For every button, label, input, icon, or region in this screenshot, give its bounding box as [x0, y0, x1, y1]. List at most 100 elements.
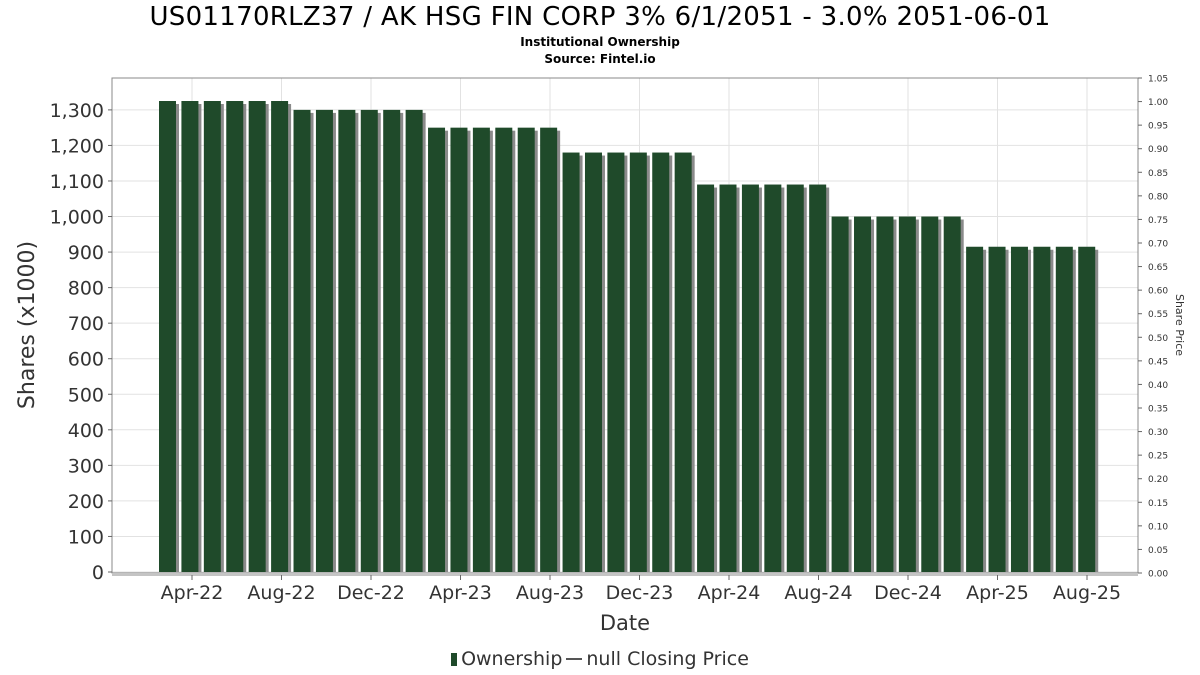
chart-source: Source: Fintel.io	[544, 52, 656, 66]
y2-tick-label: 0.30	[1148, 428, 1168, 438]
y-tick-label: 600	[68, 349, 104, 371]
ownership-bar	[652, 152, 670, 572]
ownership-bar	[921, 216, 939, 572]
ownership-bar	[854, 216, 872, 572]
ownership-bar	[540, 127, 558, 573]
y2-tick-label: 0.65	[1148, 263, 1168, 273]
ownership-bar	[697, 184, 715, 573]
ownership-legend-swatch	[451, 653, 458, 666]
y-tick-label: 1,000	[50, 207, 104, 229]
ownership-bar	[383, 109, 401, 573]
x-tick-label: Dec-23	[606, 582, 674, 604]
y-axis-label: Shares (x1000)	[15, 241, 40, 409]
ownership-bar	[898, 216, 916, 572]
ownership-bar	[248, 101, 266, 572]
y2-tick-label: 0.95	[1148, 122, 1168, 132]
x-tick-label: Aug-24	[784, 582, 852, 604]
ownership-bar	[360, 109, 378, 573]
y-tick-label: 800	[68, 278, 104, 300]
y2-tick-label: 0.00	[1148, 570, 1168, 580]
x-tick-label: Apr-24	[698, 582, 761, 604]
x-tick-label: Apr-25	[966, 582, 1029, 604]
y-tick-label: 1,200	[50, 135, 104, 157]
y2-tick-label: 0.85	[1148, 169, 1168, 179]
ownership-bar	[517, 127, 535, 573]
y2-axis-label: Share Price	[1173, 294, 1186, 356]
ownership-bar	[786, 184, 804, 573]
ownership-bar	[472, 127, 490, 573]
y2-tick-label: 0.45	[1148, 357, 1168, 367]
y2-tick-label: 0.05	[1148, 546, 1168, 556]
y2-tick-label: 0.15	[1148, 499, 1168, 509]
ownership-bar	[1078, 246, 1096, 572]
ownership-bar	[226, 101, 244, 572]
ownership-bar	[181, 101, 199, 572]
x-tick-label: Aug-22	[247, 582, 315, 604]
x-axis: Apr-22 Aug-22 Dec-22 Apr-23 Aug-23 Dec-23 Apr-…	[112, 574, 1138, 604]
y-tick-label: 500	[68, 384, 104, 406]
ownership-bar	[428, 127, 446, 573]
x-tick-label: Dec-24	[874, 582, 942, 604]
ownership-bar	[607, 152, 625, 572]
ownership-bar	[943, 216, 961, 572]
x-tick-label: Aug-23	[516, 582, 584, 604]
y2-tick-label: 0.80	[1148, 192, 1168, 202]
y-tick-label: 700	[68, 313, 104, 335]
ownership-bar	[271, 101, 289, 572]
ownership-bar	[1055, 246, 1073, 572]
y2-tick-label: 0.10	[1148, 522, 1168, 532]
y2-tick-label: 0.70	[1148, 240, 1168, 250]
ownership-bar	[831, 216, 849, 572]
y2-tick-label: 0.55	[1148, 310, 1168, 320]
ownership-bar	[876, 216, 894, 572]
y2-tick-label: 0.20	[1148, 475, 1168, 485]
price-legend-label: null Closing Price	[586, 648, 749, 670]
y-tick-label: 400	[68, 420, 104, 442]
y-tick-label: 300	[68, 455, 104, 477]
ownership-bar	[629, 152, 647, 572]
ownership-bar	[450, 127, 468, 573]
ownership-legend-label: Ownership	[461, 648, 563, 670]
ownership-bar	[293, 109, 311, 573]
x-tick-label: Apr-22	[161, 582, 224, 604]
y-tick-label: 1,300	[50, 100, 104, 122]
legend: Ownership null Closing Price	[0, 648, 1200, 670]
ownership-bar	[1010, 246, 1028, 572]
x-tick-label: Apr-23	[429, 582, 492, 604]
bars	[159, 101, 1099, 573]
y-tick-label: 1,100	[50, 171, 104, 193]
ownership-bar	[741, 184, 759, 573]
ownership-bar	[674, 152, 692, 572]
ownership-bar	[495, 127, 513, 573]
ownership-bar	[1033, 246, 1051, 572]
y2-tick-label: 0.90	[1148, 145, 1168, 155]
chart-title: US01170RLZ37 / AK HSG FIN CORP 3% 6/1/20…	[149, 2, 1051, 32]
x-axis-label: Date	[600, 611, 650, 635]
y2-tick-label: 0.35	[1148, 405, 1168, 415]
chart-subtitle: Institutional Ownership	[520, 35, 680, 49]
ownership-bar	[203, 101, 221, 572]
y2-tick-label: 0.40	[1148, 381, 1168, 391]
y2-tick-label: 0.25	[1148, 452, 1168, 462]
y-tick-label: 100	[68, 526, 104, 548]
ownership-bar	[966, 246, 984, 572]
x-tick-label: Dec-22	[337, 582, 405, 604]
y2-tick-label: 0.60	[1148, 287, 1168, 297]
ownership-bar	[719, 184, 737, 573]
plot-area	[111, 77, 1139, 574]
y-axis: 0 100 200 300 400 500 600 700 800 900 1,000 1,100 1,…	[50, 100, 112, 584]
y-tick-label: 200	[68, 491, 104, 513]
y2-tick-label: 0.50	[1148, 334, 1168, 344]
ownership-bar	[159, 101, 176, 572]
y2-tick-label: 1.00	[1148, 98, 1168, 108]
y-tick-label: 0	[92, 562, 104, 584]
ownership-bar	[315, 109, 333, 573]
ownership-bar	[338, 109, 356, 573]
y2-tick-label: 1.05	[1148, 75, 1168, 85]
ownership-bar	[584, 152, 602, 572]
ownership-bar	[809, 184, 827, 573]
ownership-bar	[405, 109, 423, 573]
ownership-bar	[988, 246, 1006, 572]
ownership-bar	[764, 184, 782, 573]
